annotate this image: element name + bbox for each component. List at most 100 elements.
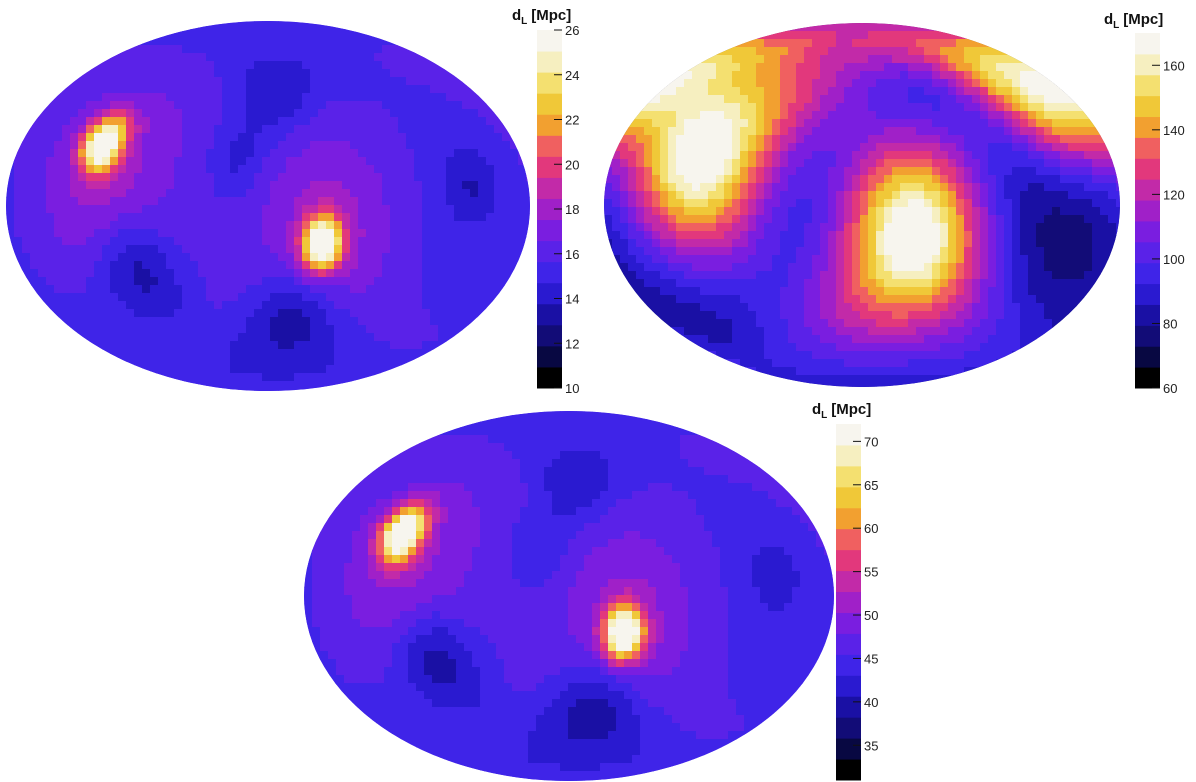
skymap-cell <box>22 205 31 214</box>
colorbar-swatch <box>537 135 562 157</box>
skymap-cell <box>916 95 925 104</box>
skymap-cell <box>254 381 263 390</box>
skymap-cell <box>1036 191 1045 200</box>
skymap-cell <box>454 85 463 94</box>
skymap-cell <box>1084 223 1093 232</box>
skymap-cell <box>382 333 391 342</box>
skymap-cell <box>868 159 877 168</box>
skymap-cell <box>924 231 933 240</box>
skymap-cell <box>150 109 159 118</box>
skymap-cell <box>278 373 287 382</box>
skymap-cell <box>350 229 359 238</box>
skymap-cell <box>716 135 725 144</box>
skymap-cell <box>166 221 175 230</box>
skymap-cell <box>398 125 407 134</box>
skymap-cell <box>150 149 159 158</box>
skymap-cell <box>756 335 765 344</box>
skymap-cell <box>900 23 909 32</box>
skymap-cell <box>628 207 637 216</box>
skymap-cell <box>1036 103 1045 112</box>
skymap-cell <box>1092 287 1101 296</box>
skymap-cell <box>828 255 837 264</box>
skymap-cell <box>230 85 239 94</box>
skymap-cell <box>262 205 271 214</box>
skymap-cell <box>756 351 765 360</box>
skymap-cell <box>748 71 757 80</box>
skymap-cell <box>932 271 941 280</box>
skymap-cell <box>446 85 455 94</box>
skymap-cell <box>892 375 901 384</box>
skymap-cell <box>852 111 861 120</box>
skymap-cell <box>342 181 351 190</box>
skymap-cell <box>182 229 191 238</box>
skymap-cell <box>772 39 781 48</box>
skymap-cell <box>134 45 143 54</box>
skymap-cell <box>716 127 725 136</box>
skymap-cell <box>964 79 973 88</box>
skymap-cell <box>358 237 367 246</box>
skymap-cell <box>262 157 271 166</box>
skymap-cell <box>414 309 423 318</box>
skymap-cell <box>1012 335 1021 344</box>
skymap-cell <box>214 365 223 374</box>
skymap-cell <box>142 141 151 150</box>
skymap-cell <box>414 173 423 182</box>
skymap-cell <box>438 77 447 86</box>
skymap-cell <box>820 231 829 240</box>
skymap-cell <box>222 309 231 318</box>
skymap-cell <box>868 151 877 160</box>
skymap-cell <box>820 359 829 368</box>
skymap-cell <box>1060 183 1069 192</box>
skymap-cell <box>692 95 701 104</box>
skymap-cell <box>454 229 463 238</box>
skymap-cell <box>358 333 367 342</box>
skymap-cell <box>948 39 957 48</box>
skymap-cell <box>366 77 375 86</box>
skymap-cell <box>110 157 119 166</box>
skymap-cell <box>174 261 183 270</box>
skymap-cell <box>350 93 359 102</box>
skymap-cell <box>174 45 183 54</box>
skymap-cell <box>1028 303 1037 312</box>
skymap-cell <box>198 213 207 222</box>
skymap-cell <box>278 45 287 54</box>
skymap-cell <box>1020 127 1029 136</box>
skymap-cell <box>964 159 973 168</box>
skymap-cell <box>350 109 359 118</box>
skymap-cell <box>14 165 23 174</box>
skymap-cell <box>374 341 383 350</box>
skymap-cell <box>206 229 215 238</box>
skymap-cell <box>700 295 709 304</box>
skymap-cell <box>286 21 295 30</box>
skymap-cell <box>398 333 407 342</box>
skymap-cell <box>54 301 63 310</box>
skymap-cell <box>422 101 431 110</box>
skymap-cell <box>852 303 861 312</box>
skymap-cell <box>142 229 151 238</box>
skymap-cell <box>636 263 645 272</box>
skymap-cell <box>518 189 527 198</box>
skymap-cell <box>652 303 661 312</box>
skymap-cell <box>844 303 853 312</box>
skymap-cell <box>980 159 989 168</box>
skymap-cell <box>446 341 455 350</box>
skymap-cell <box>374 357 383 366</box>
skymap-cell <box>486 301 495 310</box>
skymap-cell <box>254 309 263 318</box>
skymap-cell <box>488 411 497 420</box>
skymap-cell <box>956 39 965 48</box>
skymap-cell <box>158 173 167 182</box>
skymap-cell <box>1092 159 1101 168</box>
skymap-cell <box>230 285 239 294</box>
skymap-cell <box>238 165 247 174</box>
skymap-cell <box>358 29 367 38</box>
skymap-cell <box>780 279 789 288</box>
skymap-cell <box>246 309 255 318</box>
skymap-cell <box>182 101 191 110</box>
skymap-cell <box>924 247 933 256</box>
skymap-cell <box>844 63 853 72</box>
skymap-cell <box>676 287 685 296</box>
skymap-cell <box>406 357 415 366</box>
skymap-cell <box>390 301 399 310</box>
skymap-cell <box>892 183 901 192</box>
